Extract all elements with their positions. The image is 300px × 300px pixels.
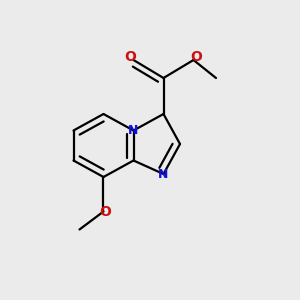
Text: O: O [124, 50, 136, 64]
Text: N: N [128, 124, 139, 137]
Text: N: N [158, 167, 169, 181]
Text: O: O [190, 50, 202, 64]
Text: O: O [99, 205, 111, 218]
